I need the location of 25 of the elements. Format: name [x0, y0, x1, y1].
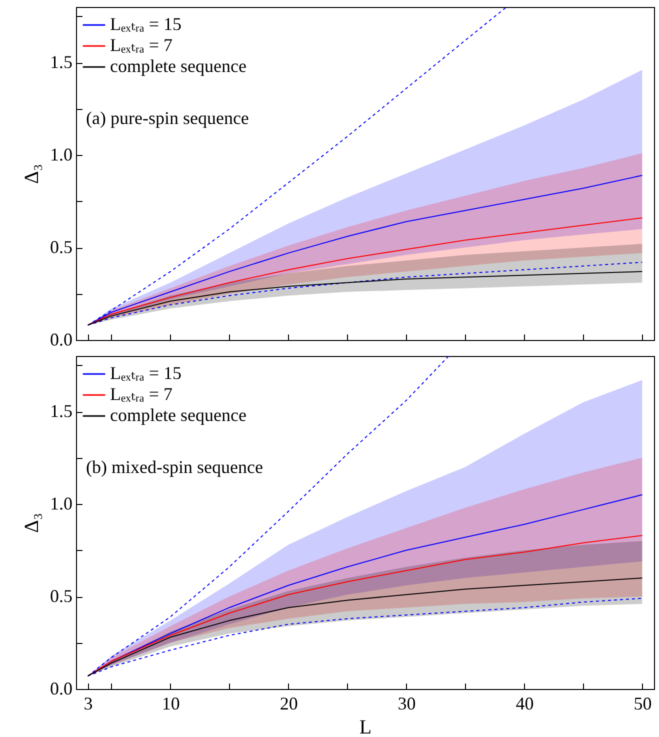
y-axis-title: Δ₃ — [21, 164, 43, 184]
annotation: (b) mixed-spin sequence — [86, 457, 263, 477]
legend-label: complete sequence — [110, 405, 246, 425]
y-tick-label: 1.0 — [50, 144, 72, 164]
legend-label: complete sequence — [110, 56, 246, 76]
y-tick-label: 0.0 — [50, 330, 72, 350]
y-tick-label: 1.5 — [50, 52, 72, 72]
legend-label: Lₑₓₜᵣₐ = 15 — [110, 14, 182, 34]
y-axis-title: Δ₃ — [21, 513, 43, 533]
legend-label: Lₑₓₜᵣₐ = 7 — [110, 384, 172, 404]
legend-label: Lₑₓₜᵣₐ = 15 — [110, 363, 182, 383]
y-tick-label: 0.5 — [50, 586, 72, 606]
x-tick-label: 40 — [516, 694, 534, 714]
x-tick-label: 10 — [162, 694, 180, 714]
y-tick-label: 0.5 — [50, 237, 72, 257]
x-tick-label: 50 — [634, 694, 652, 714]
x-tick-label: 30 — [398, 694, 416, 714]
y-tick-label: 1.0 — [50, 494, 72, 514]
legend-label: Lₑₓₜᵣₐ = 7 — [110, 35, 172, 55]
y-tick-label: 0.0 — [50, 678, 72, 698]
x-tick-label: 3 — [84, 694, 93, 714]
annotation: (a) pure-spin sequence — [86, 108, 249, 128]
x-axis-title: L — [359, 716, 372, 737]
y-tick-label: 1.5 — [50, 401, 72, 421]
x-tick-label: 20 — [280, 694, 298, 714]
